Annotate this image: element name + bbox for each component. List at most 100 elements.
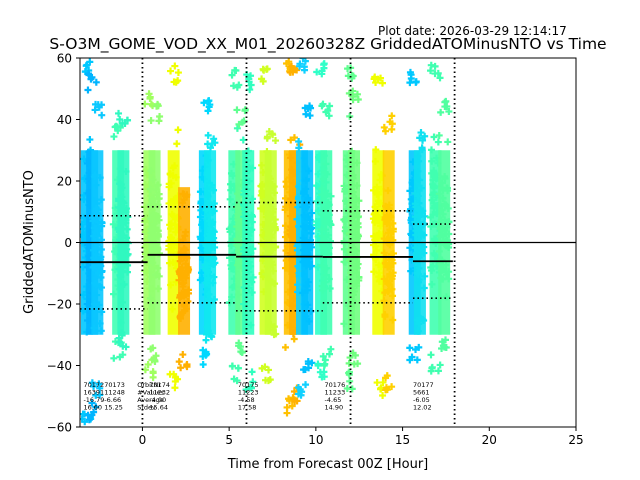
point-marker — [439, 225, 447, 233]
point-marker — [263, 133, 271, 141]
point-marker — [233, 106, 241, 114]
point-marker — [408, 353, 416, 361]
point-marker — [154, 285, 162, 293]
point-marker — [88, 379, 96, 387]
point-marker — [412, 258, 420, 266]
info-col-3-row-0: 70175 — [238, 381, 259, 389]
point-marker — [147, 232, 155, 240]
info-col-0-row-2: -16.79 — [83, 396, 104, 404]
point-marker — [85, 252, 93, 260]
point-marker — [291, 398, 299, 406]
point-marker — [155, 216, 163, 224]
point-marker — [353, 182, 361, 190]
point-marker — [372, 79, 380, 87]
point-marker — [441, 172, 449, 180]
point-marker — [287, 136, 295, 144]
point-marker — [84, 86, 92, 94]
point-marker — [114, 123, 122, 131]
point-marker — [303, 282, 311, 290]
point-marker — [439, 261, 447, 269]
point-marker — [295, 182, 303, 190]
info-col-4-row-1: 11233 — [325, 389, 346, 397]
point-marker — [317, 210, 325, 218]
point-marker — [97, 253, 105, 261]
point-marker — [431, 251, 439, 259]
point-marker — [414, 253, 422, 261]
point-marker — [439, 232, 447, 240]
point-marker — [324, 198, 332, 206]
point-marker — [289, 286, 297, 294]
point-marker — [88, 399, 96, 407]
point-marker — [204, 131, 212, 139]
point-marker — [302, 224, 310, 232]
point-marker — [406, 79, 414, 87]
point-marker — [406, 187, 414, 195]
point-marker — [413, 356, 421, 364]
point-marker — [154, 264, 162, 272]
data-strip-27 — [411, 129, 429, 335]
x-tick-label-15: 15 — [395, 433, 410, 447]
point-marker — [202, 279, 210, 287]
point-marker — [307, 225, 315, 233]
point-marker — [117, 215, 125, 223]
point-marker — [380, 275, 388, 283]
point-marker — [96, 283, 104, 291]
info-col-0-row-3: 16.60 — [83, 404, 102, 412]
point-marker — [443, 102, 451, 110]
point-marker — [418, 230, 426, 238]
point-marker — [247, 72, 255, 80]
point-marker — [92, 250, 100, 258]
point-marker — [98, 111, 106, 119]
y-axis-ticks: −60 −40 −20 0 20 40 60 — [47, 52, 80, 435]
point-marker — [443, 184, 451, 192]
point-marker — [210, 296, 218, 304]
point-marker — [230, 82, 238, 90]
point-marker — [233, 124, 241, 132]
point-marker — [117, 272, 125, 280]
point-marker — [249, 164, 257, 172]
point-marker — [210, 135, 218, 143]
point-marker — [442, 271, 450, 279]
point-marker — [240, 300, 248, 308]
point-marker — [412, 231, 420, 239]
point-marker — [282, 247, 290, 255]
point-marker — [298, 388, 306, 396]
point-marker — [324, 249, 332, 257]
point-marker — [427, 146, 435, 154]
point-marker — [123, 234, 131, 242]
point-marker — [118, 255, 126, 263]
info-header-3: Stdev — [137, 404, 156, 412]
point-marker — [272, 330, 280, 338]
point-marker — [271, 216, 279, 224]
info-col-2-row-3: 15.64 — [149, 404, 168, 412]
point-marker — [149, 259, 157, 267]
point-marker — [87, 75, 95, 83]
point-marker — [322, 108, 330, 116]
point-marker — [118, 329, 126, 337]
point-marker — [206, 101, 214, 109]
point-marker — [375, 261, 383, 269]
info-col-2-row-1: 11232 — [149, 389, 170, 397]
point-marker — [266, 322, 274, 330]
point-marker — [285, 58, 293, 66]
point-marker — [349, 188, 357, 196]
point-marker — [416, 134, 424, 142]
point-marker — [174, 126, 182, 134]
point-marker — [348, 74, 356, 82]
point-marker — [352, 247, 360, 255]
point-marker — [244, 147, 252, 155]
info-col-3-row-2: -4.58 — [238, 396, 255, 404]
point-marker — [434, 138, 442, 146]
point-marker — [183, 191, 191, 199]
point-marker — [238, 118, 246, 126]
point-marker — [354, 213, 362, 221]
point-marker — [435, 247, 443, 255]
point-marker — [421, 132, 429, 140]
point-marker — [261, 363, 269, 371]
point-marker — [165, 183, 173, 191]
point-marker — [302, 381, 310, 389]
point-marker — [211, 139, 219, 147]
point-marker — [155, 117, 163, 125]
point-marker — [428, 169, 436, 177]
point-marker — [319, 352, 327, 360]
